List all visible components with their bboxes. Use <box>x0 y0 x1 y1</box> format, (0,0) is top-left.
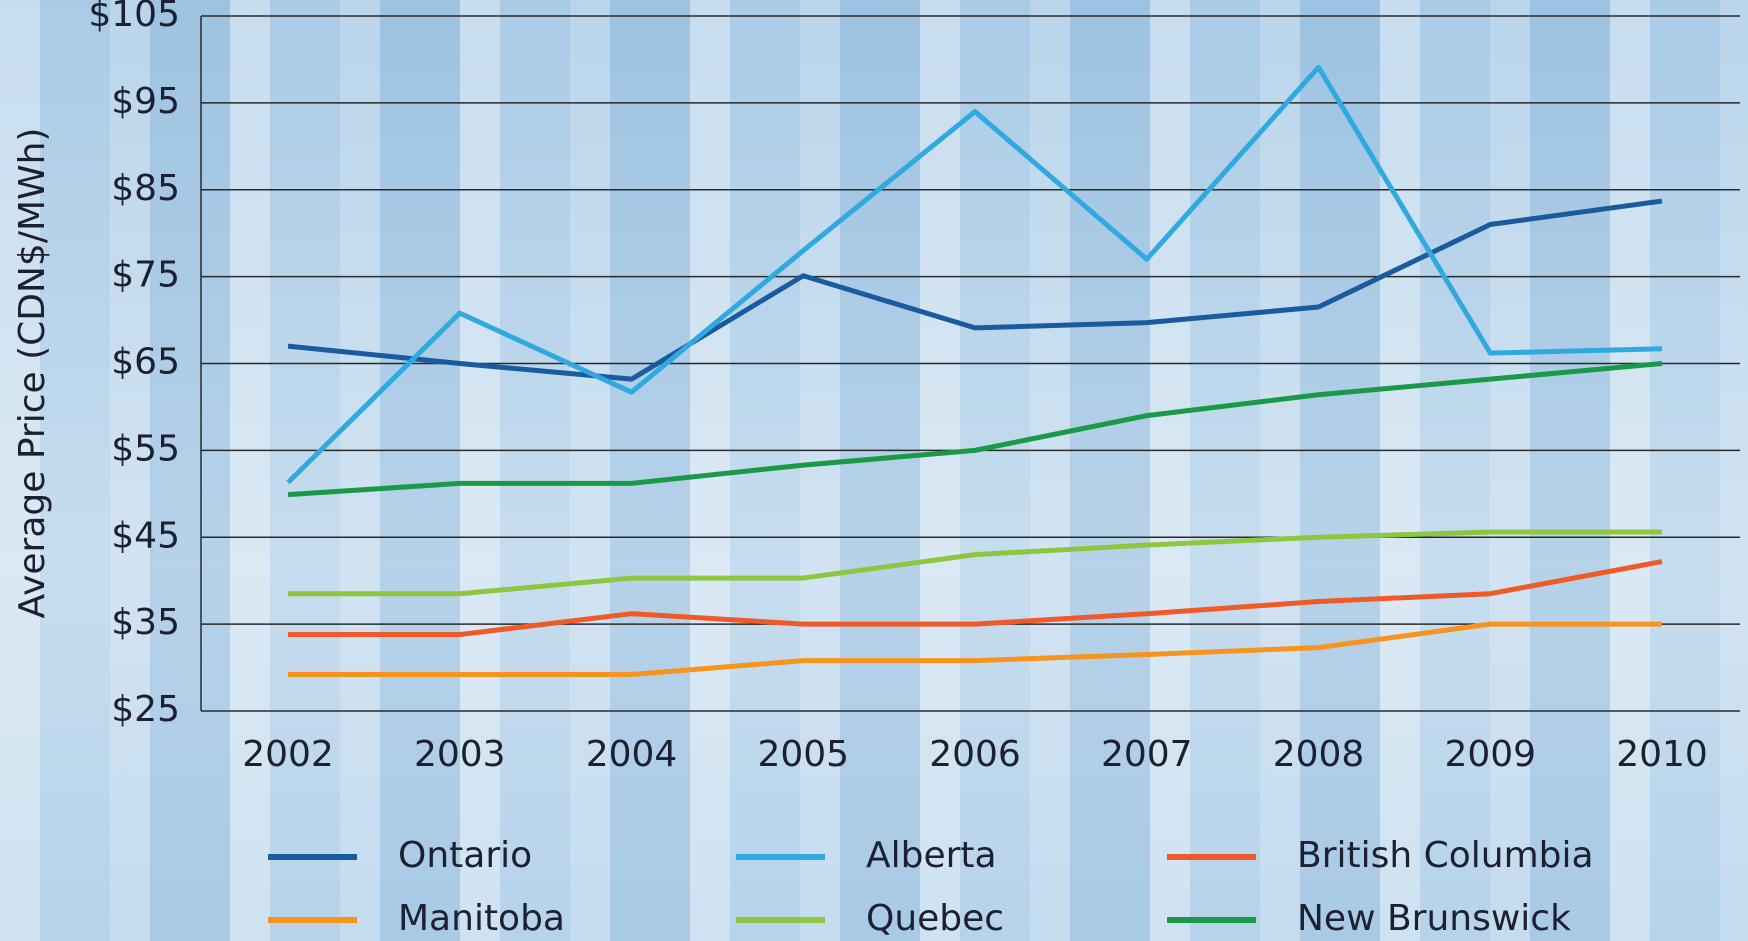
x-tick-label: 2009 <box>1444 734 1536 775</box>
legend-label: Ontario <box>398 835 532 876</box>
series-line <box>287 361 1663 498</box>
y-tick-label: $75 <box>111 255 180 296</box>
legend-label: British Columbia <box>1297 835 1594 876</box>
y-axis-label: Average Price (CDN$/MWh) <box>12 128 53 619</box>
legend-label: Alberta <box>866 835 997 876</box>
y-tick-label: $85 <box>111 168 180 209</box>
legend-label: Quebec <box>866 898 1004 939</box>
y-tick-label: $95 <box>111 81 180 122</box>
legend-label: New Brunswick <box>1297 898 1571 939</box>
series-line <box>288 559 1663 638</box>
legend-label: Manitoba <box>398 898 565 939</box>
series-line <box>288 621 1662 678</box>
y-tick-label: $55 <box>111 428 180 469</box>
series-line <box>287 198 1663 382</box>
series-line <box>286 64 1663 485</box>
x-tick-label: 2007 <box>1101 734 1193 775</box>
x-tick-label: 2005 <box>757 734 849 775</box>
x-tick-label: 2006 <box>929 734 1021 775</box>
x-tick-label: 2008 <box>1273 734 1365 775</box>
y-tick-label: $65 <box>111 342 180 383</box>
x-tick-label: 2010 <box>1616 734 1708 775</box>
y-tick-label: $25 <box>111 689 180 730</box>
series-line <box>288 529 1662 597</box>
y-tick-label: $35 <box>111 602 180 643</box>
y-tick-label: $105 <box>88 0 180 35</box>
y-tick-label: $45 <box>111 515 180 556</box>
x-tick-label: 2004 <box>586 734 678 775</box>
x-tick-label: 2003 <box>414 734 506 775</box>
x-tick-label: 2002 <box>242 734 334 775</box>
